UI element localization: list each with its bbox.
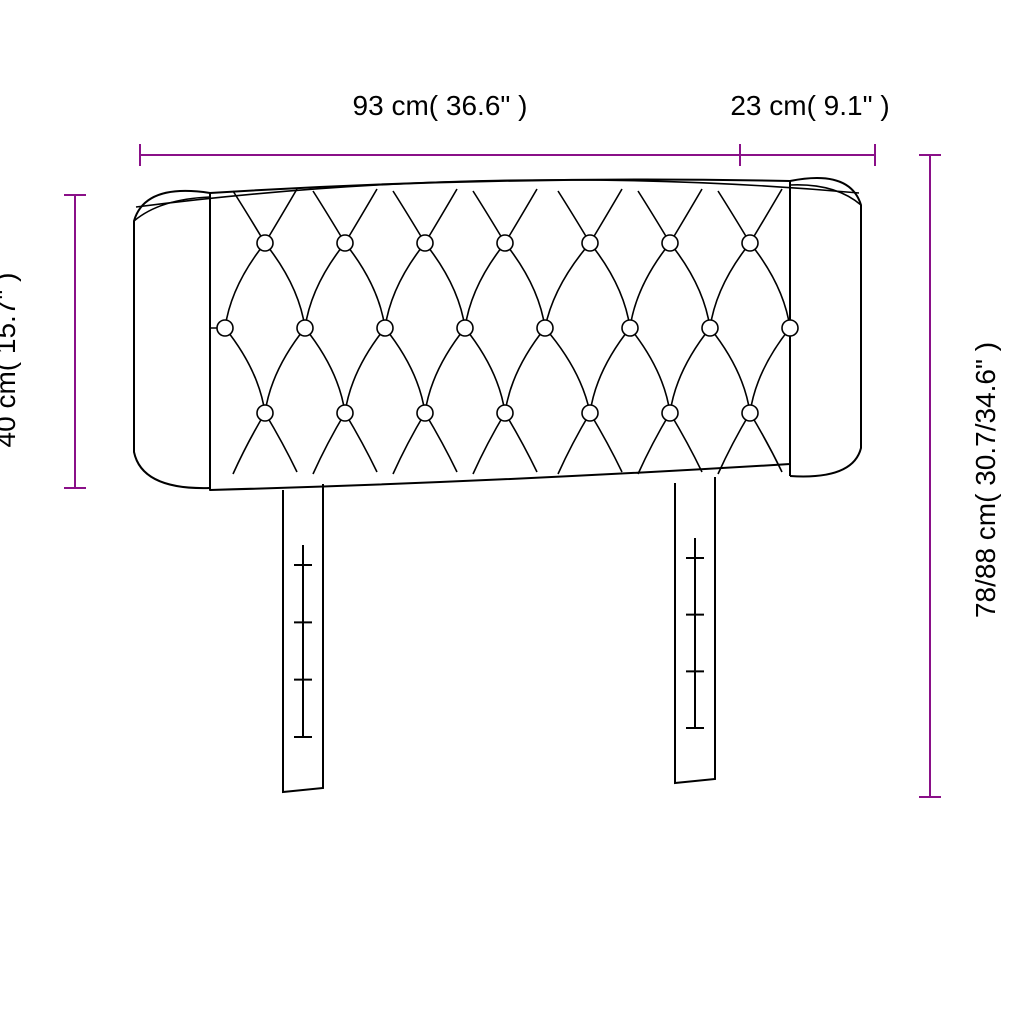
tufting-button bbox=[417, 405, 433, 421]
dimension-label-total-height: 78/88 cm( 30.7/34.6" ) bbox=[970, 342, 1001, 618]
tufting-button bbox=[662, 405, 678, 421]
tufting-button bbox=[742, 405, 758, 421]
tufting-button bbox=[337, 405, 353, 421]
headboard-dimension-diagram: 93 cm( 36.6" ) 23 cm( 9.1" ) 40 cm( 15.7… bbox=[0, 0, 1024, 1024]
tufting-button bbox=[297, 320, 313, 336]
tufting-button bbox=[662, 235, 678, 251]
headboard-illustration bbox=[134, 178, 861, 792]
dimension-label-width: 93 cm( 36.6" ) bbox=[353, 90, 528, 121]
tufting-button bbox=[257, 405, 273, 421]
tufting-button bbox=[702, 320, 718, 336]
tufting-button bbox=[537, 320, 553, 336]
tufting-button bbox=[582, 235, 598, 251]
tufting-button bbox=[782, 320, 798, 336]
tufting-button bbox=[742, 235, 758, 251]
tufting-button bbox=[257, 235, 273, 251]
tufting-button bbox=[497, 235, 513, 251]
tufting-button bbox=[337, 235, 353, 251]
tufting-button bbox=[582, 405, 598, 421]
tufting-button bbox=[417, 235, 433, 251]
tufting-button bbox=[217, 320, 233, 336]
tufting-button bbox=[497, 405, 513, 421]
dimension-label-panel-height: 40 cm( 15.7" ) bbox=[0, 273, 21, 448]
dimension-label-depth: 23 cm( 9.1" ) bbox=[730, 90, 889, 121]
tufting-button bbox=[377, 320, 393, 336]
tufting-button bbox=[457, 320, 473, 336]
tufting-button bbox=[622, 320, 638, 336]
